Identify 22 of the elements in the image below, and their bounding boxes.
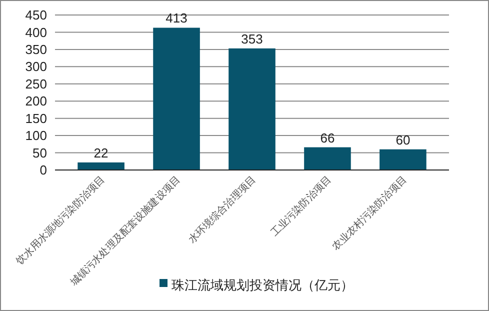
data-label: 66 (320, 130, 335, 146)
y-tick-label: 250 (25, 76, 47, 92)
y-tick-label: 400 (25, 24, 47, 40)
y-tick-label: 450 (25, 8, 47, 23)
y-tick-label: 350 (25, 42, 47, 57)
y-tick-label: 200 (25, 94, 47, 109)
y-tick-label: 0 (40, 162, 47, 178)
data-label: 22 (94, 145, 108, 160)
bar (228, 48, 276, 170)
data-label: 60 (396, 132, 410, 148)
bar (380, 149, 426, 170)
data-label: 413 (166, 10, 188, 26)
bar (153, 28, 200, 170)
y-tick-label: 300 (25, 59, 47, 74)
x-tick-label: 水环境综合治理项目 (186, 174, 258, 246)
bar (78, 162, 124, 170)
y-tick-label: 50 (32, 145, 47, 160)
data-label: 353 (241, 31, 263, 46)
y-tick-label: 100 (25, 128, 47, 144)
y-tick-label: 150 (25, 110, 47, 126)
legend-label: 珠江流域规划投资情况（亿元） (172, 278, 354, 293)
bar (304, 147, 351, 170)
